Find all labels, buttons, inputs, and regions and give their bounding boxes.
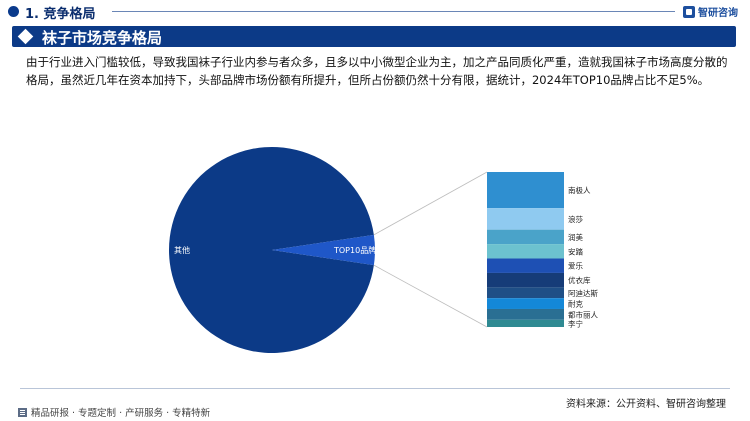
bar-segment-4 xyxy=(487,244,564,259)
pie-slice-other xyxy=(169,147,374,353)
bar-segment-1 xyxy=(487,172,564,209)
bar-label-4: 安踏 xyxy=(568,246,583,256)
bar-label-2: 浪莎 xyxy=(568,214,583,224)
bar-segment-7 xyxy=(487,287,564,299)
bar-segment-5 xyxy=(487,258,564,273)
bar-label-1: 南极人 xyxy=(568,185,591,195)
chapter-title: 1. 竞争格局 xyxy=(25,7,96,22)
bar-label-3: 润美 xyxy=(568,232,583,242)
connector-line-bottom xyxy=(373,264,488,328)
bar-label-8: 耐克 xyxy=(568,299,583,309)
document-icon xyxy=(18,407,27,417)
intro-paragraph: 由于行业进入门槛较低，导致我国袜子行业内参与者众多，且多以中小微型企业为主，加之… xyxy=(26,55,728,87)
bar-segment-9 xyxy=(487,308,564,320)
brand-name: 智研咨询 xyxy=(698,8,738,19)
bar-segment-8 xyxy=(487,298,564,309)
connector-line-top xyxy=(373,171,488,236)
brand-logo-icon xyxy=(683,5,695,18)
bar-label-9: 都市丽人 xyxy=(568,309,598,319)
pie-label-other: 其他 xyxy=(174,245,190,255)
section-header: 袜子市场竞争格局 xyxy=(12,26,736,47)
bar-label-10: 李宁 xyxy=(568,318,583,328)
footer-services: 精品研报 · 专题定制 · 产研服务 · 专精特新 xyxy=(18,405,210,419)
source-note: 资料来源：公开资料、智研咨询整理 xyxy=(566,399,726,410)
header-divider xyxy=(112,11,675,12)
pie-label-top10: TOP10品牌 xyxy=(333,245,376,255)
footer-divider xyxy=(20,388,730,389)
bar-segment-10 xyxy=(487,319,564,327)
brand-logo: 智研咨询 xyxy=(683,3,738,20)
bullet-icon xyxy=(8,6,19,17)
bar-label-7: 阿迪达斯 xyxy=(568,288,598,298)
bar-label-5: 爱乐 xyxy=(568,261,583,271)
bar-segment-2 xyxy=(487,208,564,230)
bar-segment-6 xyxy=(487,272,564,288)
services-text: 精品研报 · 专题定制 · 产研服务 · 专精特新 xyxy=(31,408,211,419)
top-bar: 1. 竞争格局 智研咨询 xyxy=(0,0,750,24)
bar-label-6: 优衣库 xyxy=(568,275,591,285)
bar-segment-3 xyxy=(487,229,564,245)
pie-slice-top10 xyxy=(272,234,375,266)
section-title: 袜子市场竞争格局 xyxy=(42,29,163,47)
